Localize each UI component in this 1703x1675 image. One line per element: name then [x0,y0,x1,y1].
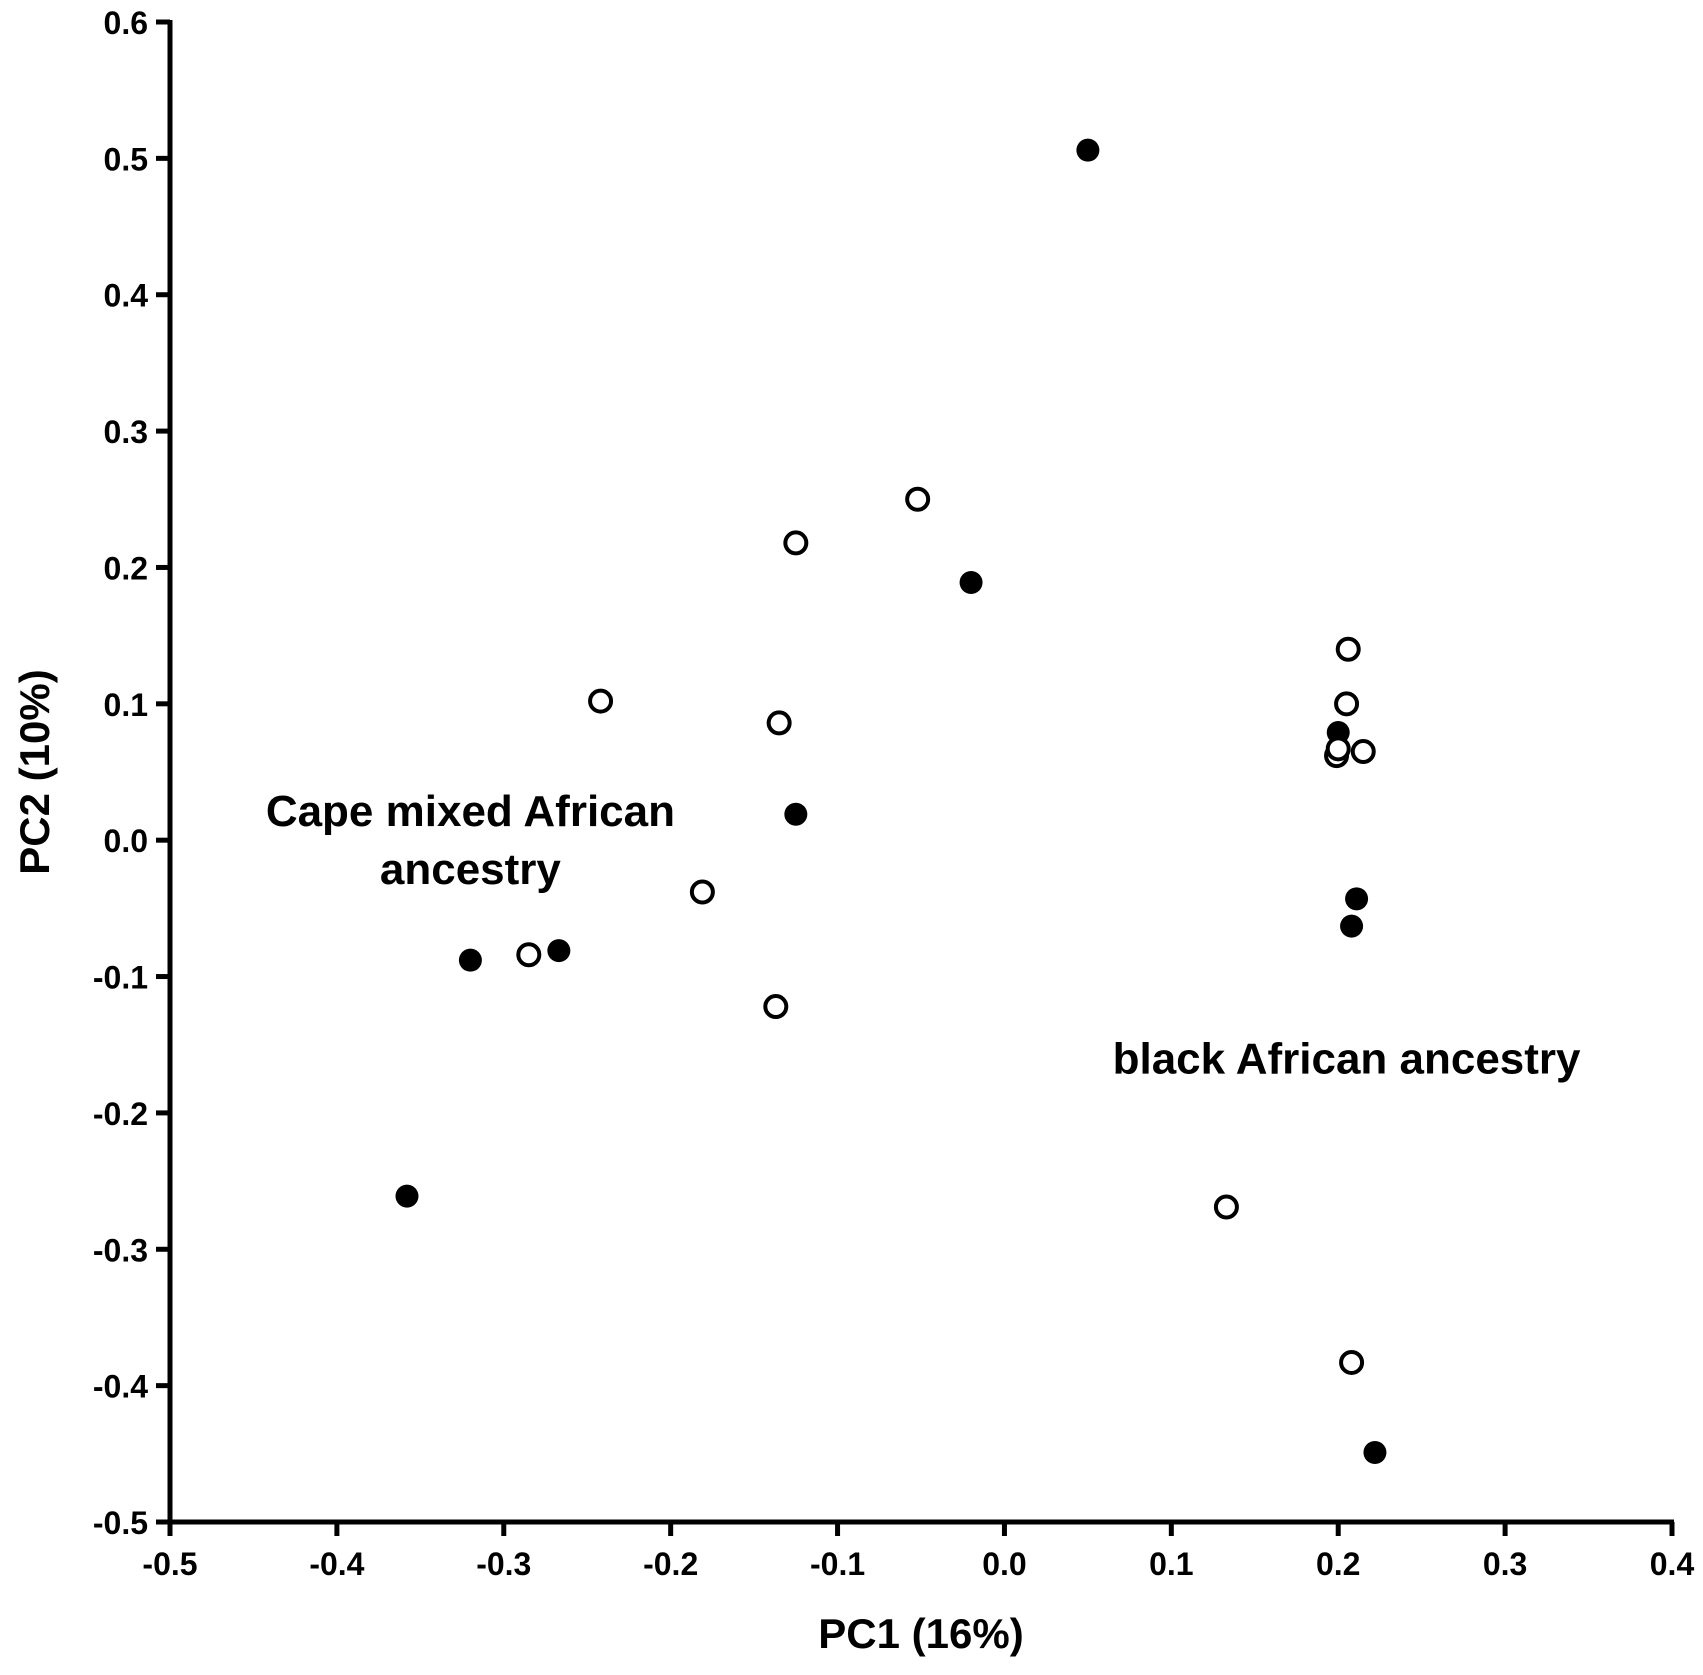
annotation-label: Cape mixed African [266,787,675,836]
x-tick-label: -0.1 [810,1546,865,1582]
data-point-open [1213,1194,1239,1220]
y-axis-title: PC2 (10%) [11,669,58,874]
data-point-open [766,710,792,736]
y-tick-label: 0.5 [104,141,148,177]
y-tick-label: 0.2 [104,550,148,586]
annotations: Cape mixed African ancestry black African … [266,787,1581,1083]
y-tick-label: -0.2 [93,1096,148,1132]
annotation-label: black African ancestry [1113,1034,1581,1083]
y-tick-label: 0.3 [104,414,148,450]
data-point-filled [395,1184,419,1208]
data-point-filled [1363,1440,1387,1464]
x-tick-label: 0.3 [1483,1546,1527,1582]
x-tick-label: 0.1 [1149,1546,1193,1582]
data-point-filled [458,948,482,972]
data-point-filled [1076,138,1100,162]
data-point-open [1334,691,1360,717]
data-point-filled [959,570,983,594]
x-tick-label: -0.4 [309,1546,364,1582]
data-point-open [588,688,614,714]
annotation-label: ancestry [380,845,562,894]
data-point-open [1335,636,1361,662]
data-point-filled [1345,887,1369,911]
x-tick-label: 0.0 [982,1546,1026,1582]
y-tick-label: -0.5 [93,1505,148,1541]
data-point-open [1350,739,1376,765]
y-tick-label: 0.0 [104,823,148,859]
data-point-open [1325,736,1351,762]
x-tick-label: 0.2 [1316,1546,1360,1582]
y-tick-label: -0.1 [93,960,148,996]
data-point-filled [547,939,571,963]
data-point-open [783,530,809,556]
data-point-filled [1340,914,1364,938]
x-axis-title: PC1 (16%) [818,1610,1023,1657]
data-points [395,138,1387,1464]
y-tick-label: -0.3 [93,1232,148,1268]
data-point-open [689,879,715,905]
data-point-filled [784,802,808,826]
data-point-open [1339,1349,1365,1375]
axis-ticks: -0.5 -0.4 -0.3 -0.2 -0.1 0.0 0.1 0.2 0.3 0.4 0.6 0.… [93,5,1695,1582]
y-tick-label: -0.4 [93,1369,148,1405]
x-tick-label: -0.2 [643,1546,698,1582]
y-tick-label: 0.4 [104,278,149,314]
y-tick-label: 0.6 [104,5,148,41]
x-tick-label: -0.5 [142,1546,197,1582]
data-point-open [905,486,931,512]
data-point-open [763,994,789,1020]
data-point-open [516,942,542,968]
y-tick-label: 0.1 [104,687,148,723]
x-tick-label: -0.3 [476,1546,531,1582]
x-tick-label: 0.4 [1650,1546,1695,1582]
